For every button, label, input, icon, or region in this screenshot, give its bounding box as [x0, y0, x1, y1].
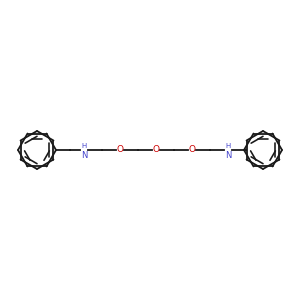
Text: H: H [225, 143, 231, 149]
Text: O: O [152, 146, 160, 154]
Text: O: O [116, 146, 124, 154]
Text: H: H [81, 143, 87, 149]
Text: N: N [81, 151, 87, 160]
Text: N: N [225, 151, 231, 160]
Text: O: O [188, 146, 196, 154]
